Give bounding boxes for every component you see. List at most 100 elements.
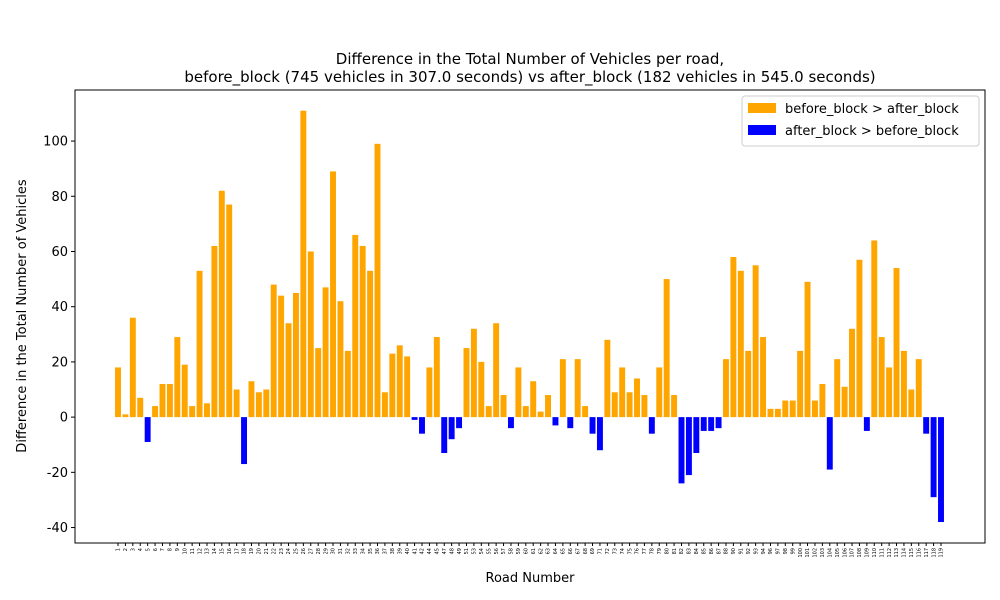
bar [248,381,255,418]
x-tick-label: 2 [123,548,129,551]
bar [278,295,285,418]
x-tick-label: 114 [902,548,908,558]
bar [871,240,878,418]
bar [537,411,544,418]
bar [678,417,685,484]
bar [915,359,922,418]
bar [856,259,863,418]
bar [152,406,159,418]
bar [144,417,151,442]
x-tick-label: 19 [249,548,255,554]
bar [567,417,574,429]
x-tick-label: 73 [612,548,618,554]
x-tick-label: 98 [783,548,789,554]
bar [930,417,937,498]
bar [700,417,707,431]
x-tick-label: 59 [516,548,522,554]
x-tick-label: 5 [145,548,151,551]
bar [893,268,900,418]
bar [671,395,678,418]
y-tick-label: -20 [47,466,68,481]
bar [441,417,448,454]
x-tick-label: 93 [753,548,759,554]
x-tick-label: 92 [746,548,752,554]
x-tick-label: 61 [531,548,537,554]
x-tick-label: 117 [924,548,930,558]
x-tick-label: 27 [308,548,314,554]
x-tick-label: 88 [724,548,730,554]
y-tick-label: -40 [47,521,68,536]
bar [337,301,344,418]
x-axis-label: Road Number [486,571,576,586]
x-tick-label: 108 [857,548,863,558]
x-tick-label: 26 [301,548,307,554]
x-tick-label: 28 [316,548,322,554]
bar [129,317,136,418]
x-tick-label: 15 [220,548,226,554]
x-tick-label: 118 [931,548,937,558]
bar [819,383,826,418]
bar [159,383,166,418]
y-tick-label: 80 [51,190,68,205]
bar [189,406,196,418]
legend-label: after_block > before_block [785,124,959,139]
x-tick-label: 8 [168,548,174,551]
bar [344,350,351,418]
bar [589,417,596,434]
bar [656,367,663,418]
x-tick-label: 104 [827,548,833,558]
bar [938,417,944,523]
bar [426,367,433,418]
bar [908,389,915,418]
x-tick-label: 35 [368,548,374,554]
legend: before_block > after_block after_block > … [741,95,980,147]
bar [196,270,203,418]
y-tick-label: 20 [51,355,68,370]
bar [530,381,537,418]
chart-title: Difference in the Total Number of Vehicl… [336,50,724,68]
x-tick-label: 14 [212,548,218,554]
bar [693,417,700,454]
x-tick-label: 74 [620,548,626,554]
bar [634,378,640,418]
x-tick-label: 68 [583,548,589,554]
bar [841,386,848,418]
x-tick-label: 67 [575,548,581,554]
bar [923,417,930,434]
bar [767,408,774,418]
x-tick-label: 25 [294,548,300,554]
bar [626,392,633,418]
x-tick-label: 100 [798,548,804,558]
x-tick-label: 111 [879,548,885,558]
bar [122,414,129,418]
x-tick-label: 39 [397,548,403,554]
x-tick-label: 80 [664,548,670,554]
x-tick-label: 69 [590,548,596,554]
bar [849,328,855,418]
x-tick-label: 17 [234,548,240,554]
bar [723,359,729,418]
bar [419,417,425,434]
bar [648,417,655,434]
x-tick-label: 119 [939,548,945,558]
bar [478,361,485,418]
legend-box [741,95,980,147]
bar [774,408,781,418]
bar [782,400,789,418]
x-tick-label: 36 [375,548,381,554]
x-tick-label: 33 [353,548,359,554]
bar [315,348,322,418]
x-tick-label: 113 [894,548,900,558]
x-tick-label: 96 [768,548,774,554]
bar [263,389,270,418]
bar [760,337,767,418]
x-tick-label: 37 [383,548,389,554]
bar [604,339,611,418]
bar [307,251,314,418]
x-tick-label: 103 [820,548,826,558]
bar [181,364,188,418]
bar [582,406,589,418]
x-tick-label: 4 [138,548,144,551]
x-tick-label: 64 [553,548,559,554]
